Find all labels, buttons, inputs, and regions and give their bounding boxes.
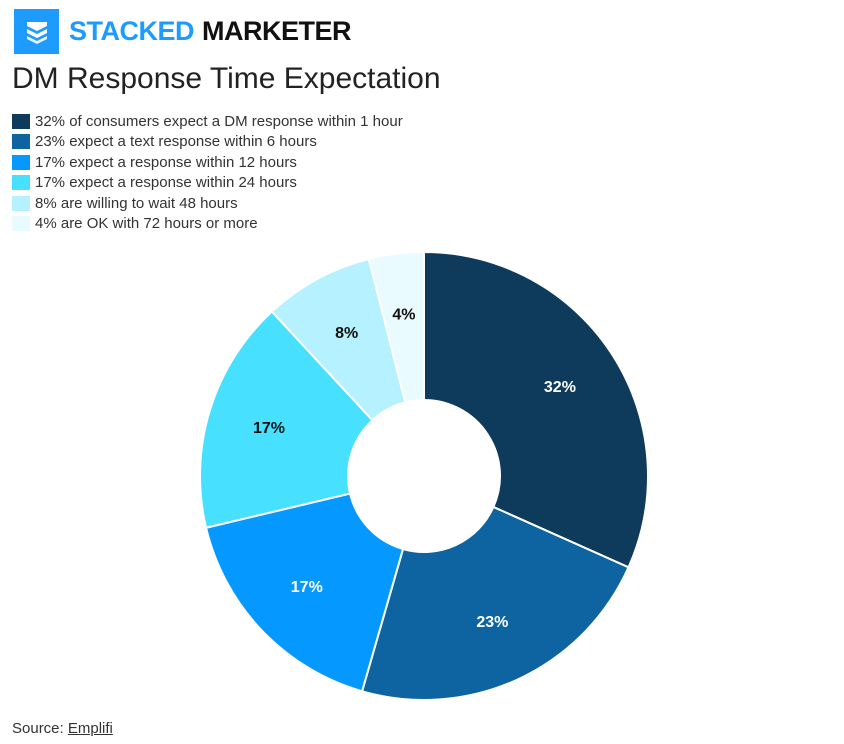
donut-chart: 32% 23% 17% 17% 8% 4% [199,250,649,701]
stacked-logo-icon [14,8,59,54]
legend-label: 17% expect a response within 12 hours [35,153,297,171]
legend-swatch [12,175,30,191]
legend-label: 17% expect a response within 24 hours [35,174,297,192]
donut-slice [204,492,405,693]
source-link[interactable]: Emplifi [67,720,113,737]
legend-label: 23% expect a text response within 6 hour… [35,133,317,151]
legend-item: 8% are willing to wait 48 hours [12,193,403,214]
legend-label: 32% of consumers expect a DM response wi… [35,112,403,130]
legend-label: 4% are OK with 72 hours or more [35,215,258,233]
source-prefix: Source: [12,720,68,737]
legend-label: 8% are willing to wait 48 hours [35,194,238,212]
slice-data-label: 32% [544,379,576,396]
chart-title: DM Response Time Expectation [12,62,441,95]
slice-data-label: 17% [291,579,323,596]
legend-item: 17% expect a response within 24 hours [12,173,403,194]
slice-data-label: 4% [392,306,415,323]
legend-swatch [12,216,30,232]
legend-item: 32% of consumers expect a DM response wi… [12,111,403,132]
legend-swatch [12,195,30,211]
donut-slice [199,310,374,529]
chart-legend: 32% of consumers expect a DM response wi… [12,111,403,234]
slice-data-label: 23% [476,614,508,631]
legend-swatch [12,134,30,150]
legend-swatch [12,113,30,129]
brand-name-part2: MARKETER [202,15,352,46]
brand-header: STACKED MARKETER [14,8,352,54]
donut-slice [360,505,630,701]
donut-slice [423,250,649,569]
slice-data-label: 17% [253,420,285,437]
slice-data-label: 8% [335,325,358,342]
source-line: Source: Emplifi [12,720,113,737]
brand-name-part1: STACKED [69,15,195,46]
brand-name: STACKED MARKETER [69,15,352,47]
donut-slice [367,250,425,404]
legend-item: 17% expect a response within 12 hours [12,152,403,173]
legend-item: 4% are OK with 72 hours or more [12,214,403,235]
legend-item: 23% expect a text response within 6 hour… [12,132,403,153]
legend-swatch [12,154,30,170]
